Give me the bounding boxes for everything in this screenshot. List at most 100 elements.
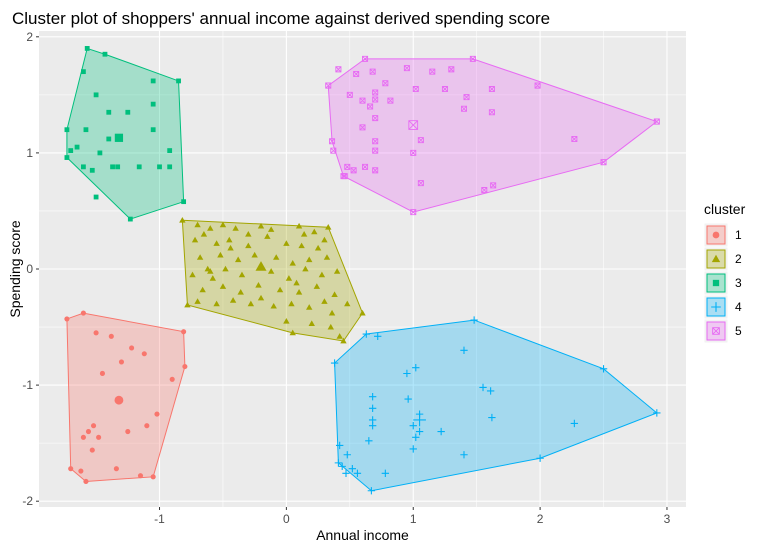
cluster-3-point <box>64 155 70 160</box>
y-tick-label: -2 <box>22 494 33 508</box>
cluster-2-point <box>251 251 258 258</box>
cluster-5-point <box>382 80 389 87</box>
cluster-2-point <box>227 244 234 251</box>
y-axis-title: Spending score <box>7 220 23 318</box>
cluster-2-point <box>295 222 303 229</box>
cluster-5-point <box>372 96 379 103</box>
cluster-5-point <box>417 137 424 144</box>
cluster-3-center <box>114 133 124 142</box>
legend-label-3: 3 <box>735 276 742 290</box>
cluster-2-point <box>273 254 280 260</box>
cluster-2-point <box>298 242 305 249</box>
cluster-2-point <box>207 225 214 231</box>
cluster-2-point <box>194 221 201 228</box>
cluster-1-point <box>90 423 97 429</box>
cluster-3-hull <box>66 47 185 220</box>
legend-key-2-marker <box>711 254 721 263</box>
legend-label-2: 2 <box>735 252 742 266</box>
cluster-4-point <box>368 393 377 401</box>
cluster-3-point <box>176 78 181 84</box>
x-tick-label: -1 <box>154 512 165 526</box>
cluster-5-point <box>372 115 379 122</box>
cluster-2-point <box>359 309 366 316</box>
cluster-1-center <box>114 395 124 405</box>
cluster-3-point <box>81 69 86 75</box>
cluster-4-point <box>353 469 362 478</box>
cluster-5-point <box>362 163 369 170</box>
cluster-5-point <box>653 118 660 125</box>
cluster-3-point <box>167 148 173 153</box>
legend-key-1-marker <box>712 231 720 239</box>
cluster-5-point <box>410 149 417 156</box>
cluster-4-point <box>412 364 420 372</box>
cluster-4-point <box>330 359 339 367</box>
cluster-1-point <box>182 363 188 370</box>
cluster-2-point <box>267 226 275 232</box>
cluster-4-point <box>653 409 661 417</box>
cluster-4-point <box>599 365 608 373</box>
cluster-2-point <box>289 259 296 266</box>
cluster-4-group <box>330 316 661 495</box>
cluster-5-point <box>330 147 337 154</box>
cluster-3-point <box>157 164 162 170</box>
cluster-2-point <box>213 240 220 246</box>
x-tick-label: 3 <box>664 512 671 526</box>
cluster-5-point <box>346 91 353 98</box>
cluster-4-point <box>404 395 412 403</box>
cluster-3-point <box>74 144 80 150</box>
cluster-2-point <box>257 294 265 301</box>
cluster-2-point <box>344 300 351 307</box>
legend-label-4: 4 <box>735 300 742 314</box>
cluster-2-point <box>199 286 206 293</box>
cluster-2-point <box>293 279 300 286</box>
cluster-5-point <box>325 82 332 89</box>
legend: cluster 1 2 3 4 5 <box>703 201 746 344</box>
cluster-5-point <box>448 66 455 73</box>
cluster-2-point <box>213 300 220 307</box>
cluster-1-point <box>169 376 175 382</box>
cluster-2-point <box>306 304 313 310</box>
cluster-1-point <box>80 310 86 316</box>
plot-panel <box>39 31 686 507</box>
cluster-2-point <box>179 217 186 223</box>
cluster-5-point <box>429 68 436 75</box>
cluster-4-point <box>536 454 544 462</box>
cluster-2-point <box>255 282 262 288</box>
x-tick-label: 2 <box>537 512 544 526</box>
x-axis-ticks: -1 0 1 2 3 <box>154 507 671 526</box>
cluster-2-point <box>270 302 277 309</box>
cluster-2-point <box>234 256 242 263</box>
cluster-2-point <box>321 236 328 243</box>
cluster-5-point <box>534 82 541 89</box>
cluster-3-point <box>110 164 115 170</box>
cluster-1-point <box>99 370 105 377</box>
cluster-5-point <box>329 138 336 145</box>
cluster-5-point <box>387 97 394 104</box>
cluster-5-point <box>488 86 495 93</box>
cluster-5-point <box>412 86 419 93</box>
cluster-2-point <box>283 318 290 324</box>
cluster-3-point <box>64 127 70 133</box>
cluster-5-point <box>463 94 470 101</box>
cluster-3-point <box>167 164 173 170</box>
cluster-2-point <box>302 265 309 272</box>
cluster-4-point <box>368 422 377 430</box>
cluster-2-point <box>217 251 224 258</box>
cluster-2-point <box>189 271 196 278</box>
y-tick-label: 1 <box>26 146 33 160</box>
cluster-5-point <box>417 180 424 187</box>
legend-title: cluster <box>704 201 746 217</box>
x-tick-label: 1 <box>410 512 417 526</box>
cluster-2-point <box>194 298 201 304</box>
cluster-4-point <box>343 451 351 459</box>
cluster-2-point <box>238 271 246 278</box>
cluster-5-point <box>410 209 417 216</box>
legend-key-5-marker <box>712 327 720 335</box>
cluster-2-point <box>340 337 347 344</box>
cluster-1-point <box>89 447 95 453</box>
cluster-2-center <box>255 261 267 271</box>
cluster-2-point <box>237 289 244 295</box>
cluster-5-point <box>362 55 369 62</box>
cluster-5-point <box>372 167 379 174</box>
cluster-1-point <box>96 434 102 440</box>
